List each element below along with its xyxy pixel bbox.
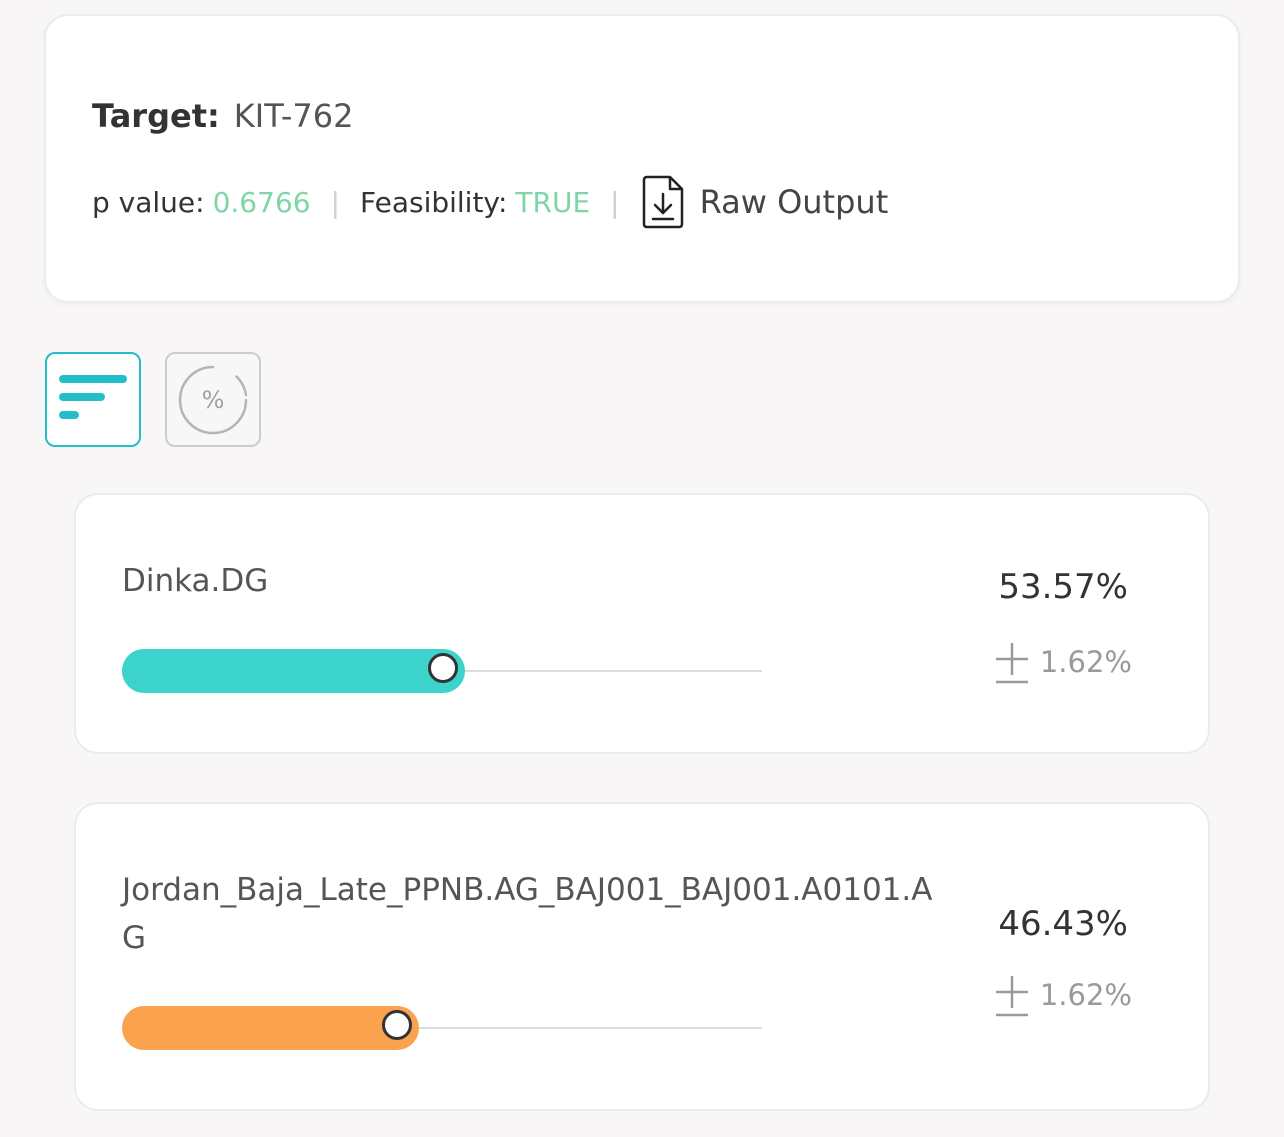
target-line: Target: KIT-762 xyxy=(92,96,353,136)
error-value: 1.62% xyxy=(994,639,1132,685)
population-name: Jordan_Baja_Late_PPNB.AG_BAJ001_BAJ001.A… xyxy=(122,872,933,956)
feasibility-label: Feasibility: xyxy=(360,185,508,219)
population-name: Dinka.DG xyxy=(122,563,269,599)
raw-output-button[interactable]: Raw Output xyxy=(640,174,889,230)
plus-minus-icon xyxy=(994,972,1040,1018)
stats-line: p value: 0.6766 | Feasibility: TRUE | Ra… xyxy=(92,174,888,230)
slider-handle[interactable] xyxy=(382,1010,412,1040)
target-label: Target: xyxy=(92,97,220,135)
result-card: Dinka.DG 53.57% 1.62% xyxy=(74,493,1210,754)
target-value: KIT-762 xyxy=(233,97,354,135)
percentage-value: 46.43% xyxy=(998,904,1128,944)
percentage-value: 53.57% xyxy=(998,567,1128,607)
file-download-icon xyxy=(640,174,686,230)
error-label: 1.62% xyxy=(1039,978,1132,1012)
percent-circle-icon: % xyxy=(178,365,248,435)
slider-handle[interactable] xyxy=(428,653,458,683)
list-view-button[interactable] xyxy=(45,352,141,447)
feasibility-value: TRUE xyxy=(515,185,591,219)
p-value: 0.6766 xyxy=(212,185,311,219)
percent-view-button[interactable]: % xyxy=(165,352,261,447)
proportion-slider[interactable] xyxy=(122,1006,762,1050)
p-value-label: p value: xyxy=(92,185,205,219)
result-card: Jordan_Baja_Late_PPNB.AG_BAJ001_BAJ001.A… xyxy=(74,802,1210,1111)
error-label: 1.62% xyxy=(1039,645,1132,679)
error-value: 1.62% xyxy=(994,972,1132,1018)
plus-minus-icon xyxy=(994,639,1040,685)
proportion-slider[interactable] xyxy=(122,649,762,693)
separator: | xyxy=(610,185,620,219)
separator: | xyxy=(330,185,341,219)
percent-symbol: % xyxy=(201,385,225,414)
proportion-fill xyxy=(122,1006,419,1050)
bar-list-icon xyxy=(57,373,129,427)
proportion-fill xyxy=(122,649,465,693)
raw-output-label: Raw Output xyxy=(699,183,889,221)
summary-card: Target: KIT-762 p value: 0.6766 | Feasibi… xyxy=(44,14,1240,303)
